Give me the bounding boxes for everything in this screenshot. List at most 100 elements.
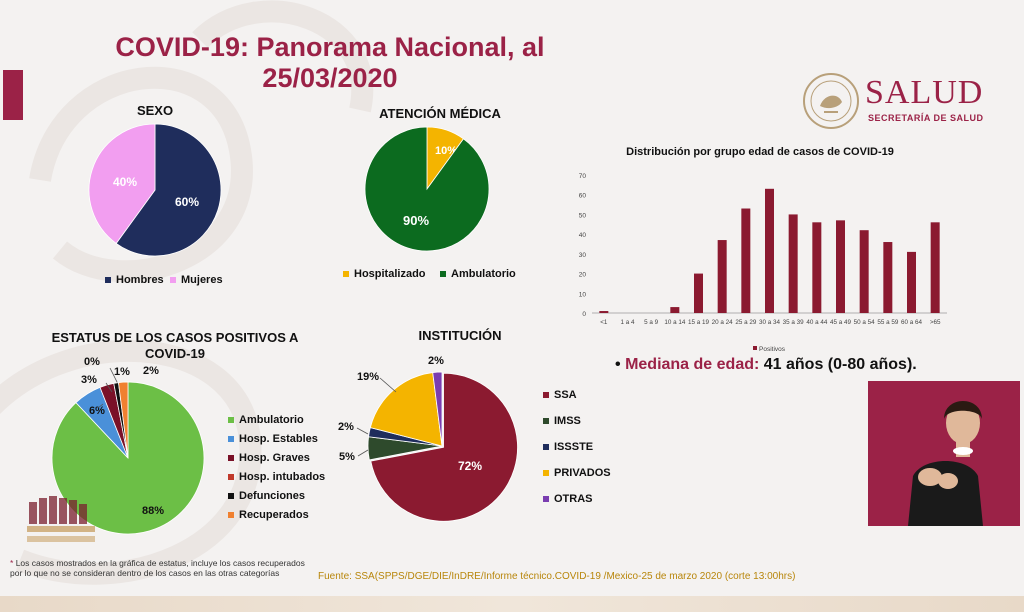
bottom-decorative-strip [0, 596, 1024, 612]
x-tick-label: 5 a 9 [644, 319, 659, 326]
salud-logo-text: SALUD [865, 74, 984, 111]
y-tick-label: 0 [582, 311, 586, 318]
legend-label: Mujeres [181, 274, 223, 286]
legend-label: Ambulatorio [239, 413, 304, 426]
page-title: COVID-19: Panorama Nacional, al 25/03/20… [40, 32, 620, 94]
y-tick-label: 10 [579, 291, 587, 298]
pie-label-ambulatorio: 88% [142, 505, 164, 517]
bar-40-a-44 [812, 222, 822, 313]
y-tick-label: 20 [579, 272, 587, 279]
leader-line [97, 403, 104, 409]
pie-label-ssa: 72% [458, 459, 482, 473]
legend-item-issste: ISSSTE [543, 434, 653, 460]
pie-slice-privados [369, 372, 443, 447]
pie-label-recuperados: 2% [143, 365, 159, 377]
footnote: * Los casos mostrados en la gráfica de e… [10, 558, 310, 578]
pie-label-mujeres: 40% [113, 175, 137, 189]
legend-label: OTRAS [554, 493, 593, 505]
x-tick-label: 35 a 39 [783, 319, 805, 326]
bar-65 [930, 222, 940, 313]
legend-swatch [228, 435, 234, 442]
legend-item-privados: PRIVADOS [543, 460, 653, 486]
pie-label-imss: 5% [339, 451, 355, 463]
legend-swatch [228, 511, 234, 518]
salud-logo-subtitle: SECRETARÍA DE SALUD [868, 113, 984, 123]
pie-label-hosp-intubados: 0% [84, 356, 100, 368]
legend-label: Hosp. Estables [239, 432, 318, 445]
legend-institucion: SSA IMSS ISSSTE PRIVADOS OTRAS [543, 382, 653, 512]
title-line-2: 25/03/2020 [262, 63, 398, 93]
legend-swatch [543, 444, 549, 450]
chart-title-institucion: INSTITUCIÓN [418, 328, 502, 343]
interpreter-video [868, 381, 1020, 526]
source-citation: Fuente: SSA(SPPS/DGE/DIE/InDRE/Informe t… [318, 571, 796, 582]
y-tick-label: 70 [579, 173, 587, 180]
pie-slice-mujeres [88, 123, 156, 244]
mexico-seal-icon [803, 73, 859, 129]
legend-label: SSA [554, 389, 577, 401]
bar-45-a-49 [836, 220, 845, 313]
x-tick-label: 50 a 54 [854, 319, 876, 326]
bar-35-a-39 [788, 214, 798, 313]
y-tick-label: 30 [579, 252, 587, 259]
legend-item-hosp-graves: Hosp. Graves [228, 448, 358, 467]
chart-title-sexo: SEXO [136, 103, 174, 118]
bar-10-a-14 [670, 307, 680, 313]
pie-slice-recuperados [118, 381, 129, 459]
leader-line [357, 449, 369, 457]
legend-item-ambulatorio: Ambulatorio [228, 410, 358, 429]
legend-swatch [543, 392, 549, 398]
bar-chart-title: Distribución por grupo edad de casos de … [626, 146, 894, 158]
legend-label: ISSSTE [554, 441, 594, 453]
bar-15-a-19 [694, 273, 703, 313]
interpreter-figure-icon [868, 381, 1020, 526]
leader-line [105, 382, 113, 393]
bar-20-a-24 [717, 240, 727, 313]
pie-chart-institucion: 72% 5% 2% 19% 2% [338, 355, 518, 522]
pie-label-hosp-estables: 6% [89, 405, 105, 417]
pie-slice-hombres [115, 123, 222, 257]
median-bullet: • [615, 356, 621, 373]
legend-swatch [228, 473, 234, 480]
legend-swatch [753, 346, 757, 350]
bar-30-a-34 [765, 188, 774, 313]
footnote-marker: * [10, 558, 14, 568]
y-tick-label: 50 [579, 212, 587, 219]
legend-item-ssa: SSA [543, 382, 653, 408]
chart-title-estatus: ESTATUS DE LOS CASOS POSITIVOS A COVID-1… [35, 330, 315, 362]
x-tick-label: 20 a 24 [712, 319, 734, 326]
legend-swatch [170, 277, 176, 283]
x-tick-label: 55 a 59 [877, 319, 899, 326]
pie-label-hombres: 60% [175, 195, 199, 209]
legend-label: Defunciones [239, 489, 306, 502]
legend-swatch [543, 418, 549, 424]
pie-slice-ssa [370, 372, 518, 522]
pie-slice-ambulatorio [364, 126, 490, 252]
y-tick-label: 60 [579, 193, 587, 200]
x-tick-label: 40 a 44 [806, 319, 828, 326]
pie-label-hospitalizado: 10% [435, 145, 457, 157]
legend-label: Hosp. Graves [239, 451, 310, 464]
pie-label-privados: 19% [357, 371, 379, 383]
gobierno-mexico-logo-icon [27, 496, 95, 542]
median-age: • Mediana de edad: 41 años (0-80 años). [615, 356, 917, 374]
pie-label-ambulatorio: 90% [403, 213, 429, 228]
title-line-1: COVID-19: Panorama Nacional, al [115, 32, 545, 62]
pie-label-issste: 2% [338, 421, 354, 433]
bar-55-a-59 [883, 242, 893, 313]
legend-item-hospitalizado: Hospitalizado [343, 268, 426, 280]
x-tick-label: 15 a 19 [688, 319, 710, 326]
median-value: 41 años (0-80 años). [763, 356, 917, 373]
x-tick-label: 45 a 49 [830, 319, 852, 326]
x-tick-label: 60 a 64 [901, 319, 923, 326]
legend-swatch [105, 277, 111, 283]
legend-label: Ambulatorio [451, 268, 516, 280]
legend-label: Recuperados [239, 508, 309, 521]
legend-swatch [228, 454, 234, 461]
legend-item-imss: IMSS [543, 408, 653, 434]
pie-slice-otras [432, 371, 443, 447]
chart-title-estatus-line-1: ESTATUS DE LOS CASOS POSITIVOS A [51, 330, 299, 345]
legend-item-defunciones: Defunciones [228, 486, 358, 505]
pie-chart-estatus: 88% 6% 3% 0% 1% 2% [51, 356, 205, 535]
leader-line [109, 367, 119, 385]
